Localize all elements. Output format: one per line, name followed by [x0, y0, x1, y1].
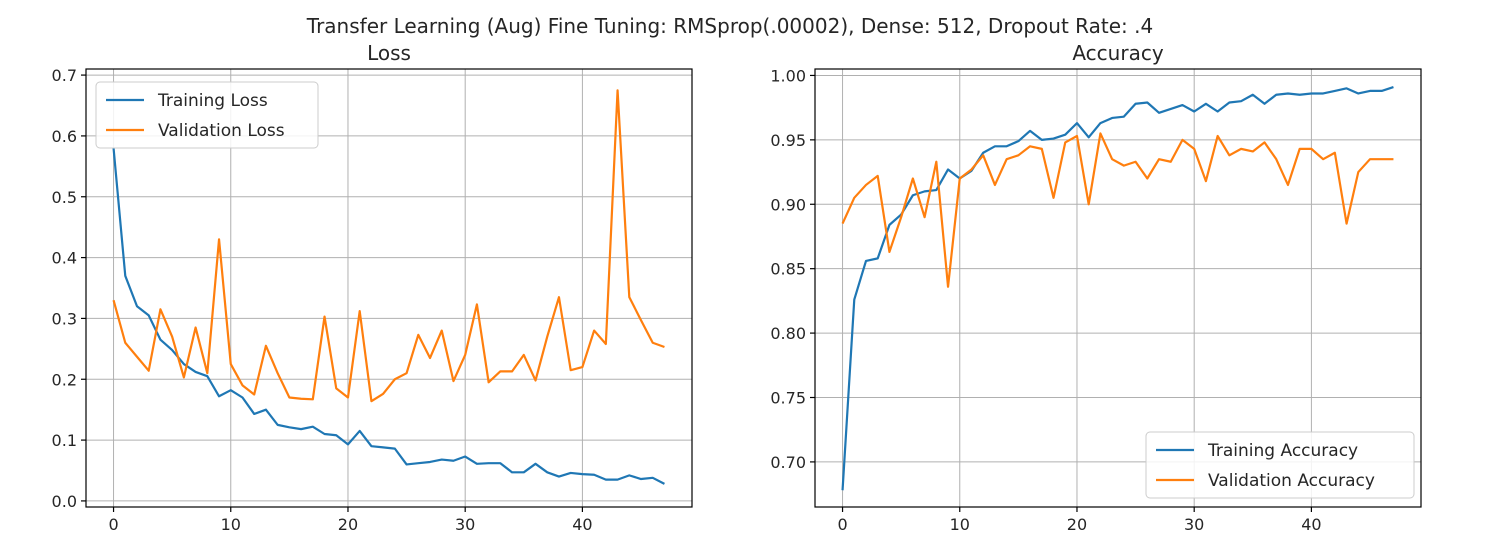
y-tick-label: 1.00: [770, 66, 806, 85]
y-tick-label: 0.75: [770, 389, 806, 408]
plot-frame: [85, 68, 693, 508]
y-tick-label: 0.70: [770, 453, 806, 472]
y-tick-label: 0.80: [770, 324, 806, 343]
accuracy-chart: Accuracy 0 10 20 30 40 0.70 0.75 0.80 0.85 0.90 0.9…: [770, 41, 1422, 534]
x-tick-label: 30: [1184, 515, 1204, 534]
x-tick-label: 20: [338, 515, 358, 534]
legend-label-training-loss: Training Loss: [157, 91, 268, 111]
y-tick-label: 0.85: [770, 260, 806, 279]
series-line-training-loss: [112, 147, 665, 485]
y-tick-label: 0.0: [52, 492, 77, 511]
legend: Training Loss Validation Loss: [95, 81, 319, 149]
y-tick-label: 0.90: [770, 195, 806, 214]
plot-frame: [814, 68, 1422, 508]
y-tick-label: 0.95: [770, 131, 806, 150]
x-tick-label: 0: [837, 515, 847, 534]
legend-label-validation-loss: Validation Loss: [158, 121, 285, 141]
y-tick-label: 0.2: [52, 370, 77, 389]
x-tick-label: 0: [108, 515, 118, 534]
y-tick-label: 0.4: [52, 249, 77, 268]
y-tick-label: 0.6: [52, 127, 77, 146]
y-tick-label: 0.3: [52, 309, 77, 328]
figure-suptitle: Transfer Learning (Aug) Fine Tuning: RMS…: [306, 14, 1153, 38]
y-tick-label: 0.7: [52, 66, 77, 85]
loss-chart: Loss 0 10 20 30 40 0.0 0.1 0.2 0.3 0.4 0.5 0.6 0.7 Tra…: [52, 41, 693, 534]
legend-label-validation-accuracy: Validation Accuracy: [1208, 471, 1375, 491]
legend-box: [95, 81, 319, 149]
x-tick-label: 40: [572, 515, 592, 534]
x-tick-label: 30: [455, 515, 475, 534]
y-tick-label: 0.5: [52, 188, 77, 207]
legend-label-training-accuracy: Training Accuracy: [1207, 441, 1358, 461]
legend-box: [1145, 431, 1415, 499]
x-tick-label: 10: [221, 515, 241, 534]
series-line-validation-loss: [112, 89, 665, 403]
y-tick-label: 0.1: [52, 431, 77, 450]
series-line-training-accuracy: [841, 85, 1394, 491]
x-tick-label: 40: [1301, 515, 1321, 534]
legend: Training Accuracy Validation Accuracy: [1145, 431, 1415, 499]
series-line-validation-accuracy: [841, 132, 1394, 288]
x-tick-label: 10: [950, 515, 970, 534]
chart-title: Loss: [367, 41, 411, 65]
x-tick-label: 20: [1067, 515, 1087, 534]
chart-title: Accuracy: [1072, 41, 1163, 65]
